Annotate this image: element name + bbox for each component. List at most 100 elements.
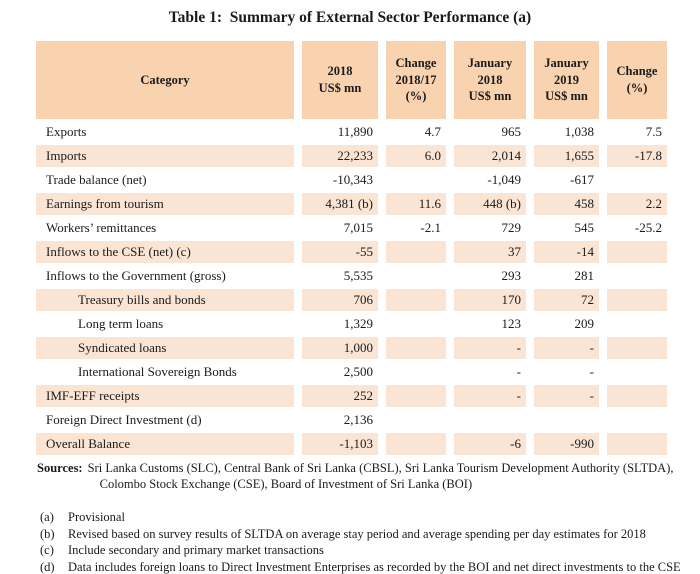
- table-row: Workers’ remittances 7,015 -2.1 729 545 -25.2: [36, 217, 667, 239]
- cell-change-pct: [607, 385, 667, 407]
- cell-category: Trade balance (net): [46, 172, 147, 187]
- cell-2018-usd: 1,000: [302, 337, 378, 359]
- cell-2018-usd: 5,535: [343, 268, 373, 283]
- cell-january-2019: -: [534, 337, 599, 359]
- cell-change-2018-17: [386, 409, 446, 431]
- table-row: International Sovereign Bonds 2,500 - -: [36, 361, 667, 383]
- cell-change-2018-17: 4.7: [424, 124, 441, 139]
- footnote-label: (d): [40, 559, 55, 574]
- cell-january-2019: -617: [570, 172, 594, 187]
- cell-change-2018-17: 11.6: [386, 193, 446, 215]
- cell-2018-usd: 706: [302, 289, 378, 311]
- sources-note: Sources: Sri Lanka Customs (SLC), Centra…: [37, 461, 700, 492]
- cell-change-2018-17: [386, 433, 446, 455]
- sources-text: Sri Lanka Customs (SLC), Central Bank of…: [88, 461, 674, 492]
- cell-2018-usd: 11,890: [337, 124, 373, 139]
- cell-change-pct: -25.2: [634, 220, 662, 235]
- cell-change-pct: 7.5: [645, 124, 662, 139]
- table-row: IMF-EFF receipts 252 - -: [36, 385, 667, 407]
- table-row: Earnings from tourism 4,381 (b) 11.6 448 (b…: [36, 193, 667, 215]
- cell-january-2018: -6: [454, 433, 526, 455]
- table-row: Trade balance (net) -10,343 -1,049 -617: [36, 169, 667, 191]
- cell-category: Inflows to the CSE (net) (c): [36, 241, 294, 263]
- cell-january-2018: 2,014: [454, 145, 526, 167]
- footnote-text: Revised based on survey results of SLTDA…: [68, 526, 646, 541]
- footnote-text: Include secondary and primary market tra…: [68, 543, 324, 557]
- col-header-january-2018: January 2018 US$ mn: [454, 41, 526, 119]
- col-header-2018: 2018 US$ mn: [302, 41, 378, 119]
- cell-january-2019: 72: [534, 289, 599, 311]
- cell-change-2018-17: [386, 241, 446, 263]
- table-row: Imports 22,233 6.0 2,014 1,655 -17.8: [36, 145, 667, 167]
- footnote-row: (c) Include secondary and primary market …: [40, 542, 700, 559]
- cell-category: Imports: [36, 145, 294, 167]
- col-header-change-2018-17: Change 2018/17 (%): [386, 41, 446, 119]
- table-row: Foreign Direct Investment (d) 2,136: [36, 409, 667, 431]
- cell-category: Inflows to the Government (gross): [46, 268, 226, 283]
- footnote-text: Provisional: [68, 510, 125, 524]
- cell-change-pct: -17.8: [607, 145, 667, 167]
- col-header-january-2019: January 2019 US$ mn: [534, 41, 599, 119]
- table-row: Overall Balance -1,103 -6 -990: [36, 433, 667, 455]
- cell-change-pct: [607, 169, 667, 191]
- cell-change-pct: [607, 265, 667, 287]
- cell-january-2019: -: [534, 385, 599, 407]
- cell-change-pct: [607, 409, 667, 431]
- footnotes: (a) Provisional (b) Revised based on survey…: [40, 509, 700, 574]
- cell-2018-usd: -55: [302, 241, 378, 263]
- table-row: Long term loans 1,329 123 209: [36, 313, 667, 335]
- footnote-label: (c): [40, 543, 54, 557]
- cell-january-2019: -990: [534, 433, 599, 455]
- cell-january-2019: 458: [534, 193, 599, 215]
- sources-label: Sources:: [37, 461, 83, 475]
- cell-january-2019: 281: [574, 268, 595, 283]
- cell-change-pct: [607, 241, 667, 263]
- cell-change-2018-17: [386, 385, 446, 407]
- table-row: Inflows to the Government (gross) 5,535 29…: [36, 265, 667, 287]
- cell-january-2019: [534, 409, 599, 431]
- cell-january-2018: 37: [454, 241, 526, 263]
- cell-january-2019: 209: [574, 316, 595, 331]
- col-header-change-pct: Change (%): [607, 41, 667, 119]
- cell-change-2018-17: [386, 169, 446, 191]
- cell-january-2018: -: [516, 364, 521, 379]
- cell-january-2018: 448 (b): [454, 193, 526, 215]
- cell-2018-usd: 1,329: [343, 316, 373, 331]
- cell-category: International Sovereign Bonds: [78, 364, 237, 379]
- footnote-row: (d) Data includes foreign loans to Direct…: [40, 559, 700, 574]
- table-row: Treasury bills and bonds 706 170 72: [36, 289, 667, 311]
- cell-january-2019: 1,655: [534, 145, 599, 167]
- cell-category: Workers’ remittances: [46, 220, 157, 235]
- cell-category: Overall Balance: [36, 433, 294, 455]
- cell-change-2018-17: [386, 361, 446, 383]
- cell-january-2018: -: [454, 385, 526, 407]
- col-header-category: Category: [36, 41, 294, 119]
- cell-january-2019: 545: [574, 220, 595, 235]
- cell-change-2018-17: [386, 289, 446, 311]
- footnote-row: (b) Revised based on survey results of SL…: [40, 526, 700, 543]
- cell-change-2018-17: [386, 337, 446, 359]
- cell-2018-usd: 7,015: [343, 220, 373, 235]
- cell-january-2019: -14: [534, 241, 599, 263]
- cell-change-pct: [607, 313, 667, 335]
- cell-change-pct: [607, 289, 667, 311]
- cell-category: Treasury bills and bonds: [36, 289, 294, 311]
- cell-change-2018-17: -2.1: [420, 220, 441, 235]
- cell-change-pct: [607, 433, 667, 455]
- cell-change-2018-17: [386, 265, 446, 287]
- cell-2018-usd: -10,343: [332, 172, 373, 187]
- footnote-row: (a) Provisional: [40, 509, 700, 526]
- cell-january-2018: -: [454, 337, 526, 359]
- cell-2018-usd: 22,233: [302, 145, 378, 167]
- table-row: Exports 11,890 4.7 965 1,038 7.5: [36, 121, 667, 143]
- cell-january-2018: 965: [501, 124, 522, 139]
- cell-category: Foreign Direct Investment (d): [46, 412, 202, 427]
- cell-january-2019: -: [589, 364, 594, 379]
- summary-table: Category 2018 US$ mn Change 2018/17 (%) …: [36, 41, 667, 455]
- cell-january-2018: 123: [501, 316, 522, 331]
- cell-change-pct: [607, 361, 667, 383]
- table-header-row: Category 2018 US$ mn Change 2018/17 (%) …: [36, 41, 667, 119]
- cell-change-pct: [607, 337, 667, 359]
- cell-january-2018: 729: [501, 220, 522, 235]
